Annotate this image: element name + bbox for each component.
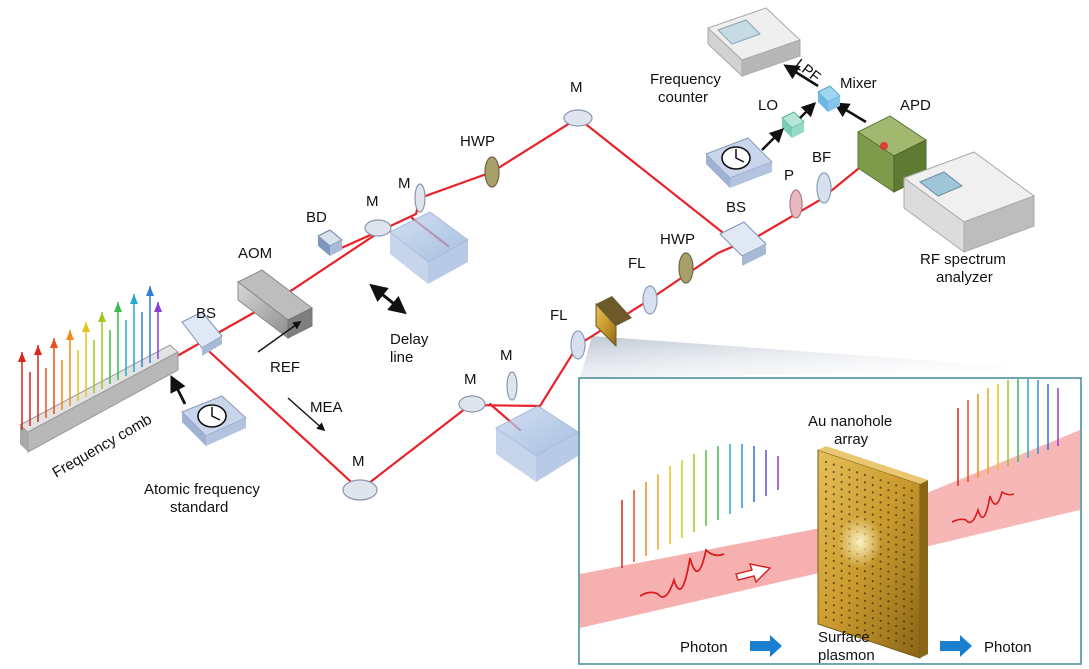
label-mirror-upper-left: M [366, 193, 379, 210]
label-bd: BD [306, 209, 327, 226]
frequency-comb-device [18, 286, 179, 453]
label-apd: APD [900, 97, 931, 114]
mixer-to-counter-arrow [783, 64, 819, 88]
blue-arrow-icon [750, 635, 972, 657]
polarizer [789, 189, 803, 219]
label-ref: REF [270, 359, 300, 376]
clock-to-comb-arrow [170, 374, 187, 405]
mirror-lower-left [458, 395, 486, 413]
apd-to-mixer-arrow [833, 102, 867, 124]
mirror-upper-left [364, 219, 392, 237]
label-mirror-upper-right: M [398, 175, 411, 192]
label-atomic-2: standard [170, 499, 228, 516]
fl-1 [570, 330, 586, 360]
lo-to-mixer-arrow [799, 101, 817, 119]
inset-comb-out-icon [957, 379, 1059, 486]
mea-arrow [287, 397, 326, 432]
inset-title-2: array [834, 431, 869, 448]
label-lpf: LPF [792, 56, 824, 86]
label-mirror-lower-bottom: M [352, 453, 365, 470]
label-aom: AOM [238, 245, 272, 262]
inset-beam-in [580, 522, 858, 628]
comb-teeth-icon [21, 286, 159, 430]
label-fl-2: FL [628, 255, 646, 272]
beam-splitter-right [719, 221, 767, 266]
mirror-upper-right [414, 183, 426, 213]
delay-line-upper [389, 211, 469, 284]
wavepacket-out-icon [951, 490, 1015, 524]
inset-surface-1: Surface [818, 629, 870, 646]
label-mirror-top: M [570, 79, 583, 96]
apd-detector [857, 115, 927, 193]
atomic-clock-icon [181, 395, 247, 446]
inset-photon-out: Photon [984, 639, 1032, 656]
inset-photon-in: Photon [680, 639, 728, 656]
label-freq-counter-1: Frequency [650, 71, 721, 88]
label-mixer: Mixer [840, 75, 877, 92]
ref-arrow [257, 321, 302, 353]
inset-comb-in-icon [621, 444, 779, 568]
mirror-top [563, 109, 593, 127]
label-p: P [784, 167, 794, 184]
label-rf-1: RF spectrum [920, 251, 1006, 268]
hwp-upper [484, 156, 500, 188]
label-mirror-lower-left: M [464, 371, 477, 388]
mirrors [342, 109, 593, 501]
inset-projection [580, 336, 1060, 378]
label-hwp-lower: HWP [660, 231, 695, 248]
label-bf: BF [812, 149, 831, 166]
nanohole-grid [824, 460, 913, 648]
mixer-block [817, 85, 841, 112]
delay-arrow [369, 283, 407, 315]
inset-panel: Au nanohole array Photon Surface plasmon… [578, 377, 1082, 665]
sample-nanohole [595, 296, 632, 348]
label-mirror-lower-right: M [500, 347, 513, 364]
wavepacket-in-icon [639, 548, 725, 598]
frequency-counter [707, 7, 801, 78]
label-freq-counter-2: counter [658, 89, 708, 106]
clock-to-lo-arrow [761, 127, 785, 151]
mirror-lower-bottom [342, 479, 378, 501]
aom-device [237, 269, 313, 340]
label-bs-right: BS [726, 199, 746, 216]
rf-spectrum-analyzer [902, 151, 1036, 253]
half-wave-plates [484, 156, 694, 284]
label-delay-2: line [390, 349, 413, 366]
label-mea: MEA [310, 399, 343, 416]
inset-title-1: Au nanohole [808, 413, 892, 430]
delay-line-lower [495, 405, 579, 482]
beam-splitter-left [181, 311, 223, 356]
hwp-lower [678, 252, 694, 284]
focusing-lenses [570, 172, 832, 360]
label-bs-left: BS [196, 305, 216, 322]
lo-block [781, 111, 805, 138]
label-atomic-1: Atomic frequency [144, 481, 260, 498]
comb-arrowheads [18, 286, 162, 362]
coupling-arrow-icon [735, 563, 772, 584]
bandpass-filter [816, 172, 832, 204]
label-rf-2: analyzer [936, 269, 993, 286]
beam-dump [317, 229, 343, 256]
label-lo: LO [758, 97, 778, 114]
mirror-lower-right [506, 371, 518, 401]
label-delay-1: Delay [390, 331, 429, 348]
label-hwp-upper: HWP [460, 133, 495, 150]
inset-surface-2: plasmon [818, 647, 875, 664]
label-fl-1: FL [550, 307, 568, 324]
lo-clock-icon [705, 137, 773, 188]
fl-2 [642, 285, 658, 315]
